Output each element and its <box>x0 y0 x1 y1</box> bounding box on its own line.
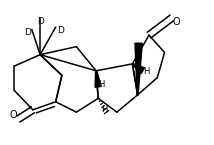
Polygon shape <box>132 63 144 74</box>
Polygon shape <box>95 71 101 87</box>
Text: D: D <box>57 26 64 35</box>
Text: D: D <box>37 17 43 26</box>
Polygon shape <box>135 43 142 95</box>
Text: H: H <box>101 105 108 114</box>
Text: H: H <box>143 67 149 76</box>
Text: O: O <box>173 17 180 27</box>
Text: O: O <box>10 110 17 120</box>
Text: H: H <box>98 80 105 89</box>
Text: D: D <box>24 28 31 37</box>
